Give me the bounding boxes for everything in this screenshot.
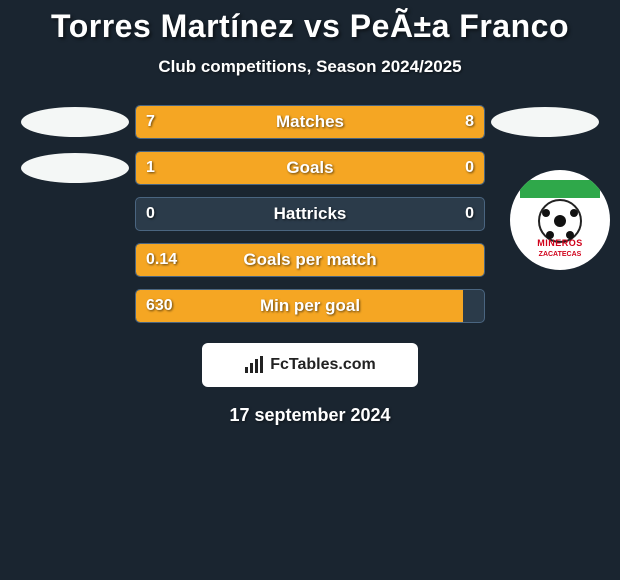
stat-value-right: 0 [465,205,474,223]
player-right-placeholder-1 [491,107,599,137]
date-label: 17 september 2024 [0,405,620,426]
brand-box: FcTables.com [202,343,418,387]
badge-subtext: ZACATECAS [539,251,582,258]
stat-bar: 1 Goals 0 [135,151,485,185]
stat-bar: 0 Hattricks 0 [135,197,485,231]
stat-value-left: 7 [146,113,155,131]
stat-value-right: 0 [465,159,474,177]
stat-bar: 0.14 Goals per match [135,243,485,277]
page-title: Torres Martínez vs PeÃ±a Franco [0,8,620,45]
badge-text: MINEROS [537,238,583,248]
stat-value-right: 8 [465,113,474,131]
stat-label: Goals [286,158,333,178]
stat-value-left: 1 [146,159,155,177]
stat-bar: 7 Matches 8 [135,105,485,139]
player-left-slot [15,105,135,139]
player-right-slot [485,105,605,139]
stat-row: 7 Matches 8 [0,105,620,139]
player-left-placeholder-1 [21,107,129,137]
stat-row: 630 Min per goal [0,289,620,323]
subtitle: Club competitions, Season 2024/2025 [0,57,620,77]
stat-label: Matches [276,112,344,132]
player-left-slot [15,151,135,185]
brand-logo: FcTables.com [244,356,376,374]
stat-value-left: 0 [146,205,155,223]
stat-value-left: 630 [146,297,173,315]
badge-flag [520,180,600,198]
team-badge-right: MINEROS ZACATECAS [510,170,610,270]
stat-value-left: 0.14 [146,251,177,269]
player-left-slot [15,289,135,323]
player-right-slot [485,289,605,323]
comparison-card: Torres Martínez vs PeÃ±a Franco Club com… [0,0,620,426]
bar-chart-icon [244,356,266,374]
brand-name: FcTables.com [270,356,376,374]
stat-label: Min per goal [260,296,360,316]
bar-left [136,152,397,184]
stat-bar: 630 Min per goal [135,289,485,323]
stat-label: Goals per match [243,250,376,270]
player-left-slot [15,197,135,231]
soccer-ball-icon [538,199,582,243]
player-left-slot [15,243,135,277]
player-left-placeholder-2 [21,153,129,183]
stat-label: Hattricks [274,204,347,224]
